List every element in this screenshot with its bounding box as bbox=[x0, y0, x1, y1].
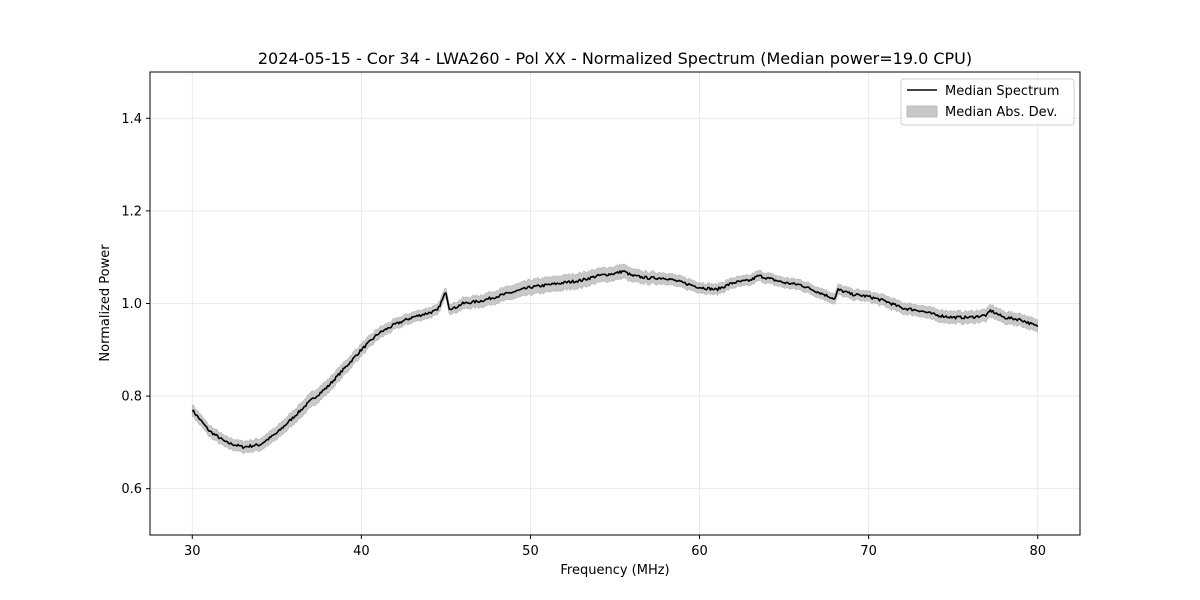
y-tick-label: 1.2 bbox=[121, 204, 142, 219]
x-tick-label: 40 bbox=[353, 544, 370, 559]
y-ticks: 0.6 0.8 1.0 1.2 1.4 bbox=[121, 112, 150, 497]
y-tick-label: 1.0 bbox=[121, 297, 142, 312]
x-tick-label: 70 bbox=[860, 544, 877, 559]
x-tick-label: 60 bbox=[691, 544, 708, 559]
legend-label-median-spectrum: Median Spectrum bbox=[945, 84, 1059, 99]
y-tick-label: 1.4 bbox=[121, 112, 142, 127]
legend: Median Spectrum Median Abs. Dev. bbox=[900, 78, 1075, 126]
legend-band-swatch bbox=[906, 105, 938, 118]
x-tick-label: 80 bbox=[1029, 544, 1046, 559]
y-tick-label: 0.6 bbox=[121, 482, 142, 497]
legend-box bbox=[900, 78, 1075, 126]
y-tick-label: 0.8 bbox=[121, 390, 142, 405]
x-axis-label: Frequency (MHz) bbox=[560, 563, 669, 578]
x-tick-label: 30 bbox=[184, 544, 201, 559]
median-spectrum-line bbox=[191, 270, 1039, 450]
y-axis-label: Normalized Power bbox=[98, 244, 113, 362]
legend-label-mad: Median Abs. Dev. bbox=[945, 105, 1057, 120]
chart-title: 2024-05-15 - Cor 34 - LWA260 - Pol XX - … bbox=[258, 49, 972, 68]
x-ticks: 30 40 50 60 70 80 bbox=[184, 535, 1046, 559]
grid bbox=[150, 72, 1080, 535]
mad-band bbox=[191, 263, 1039, 455]
x-tick-label: 50 bbox=[522, 544, 539, 559]
